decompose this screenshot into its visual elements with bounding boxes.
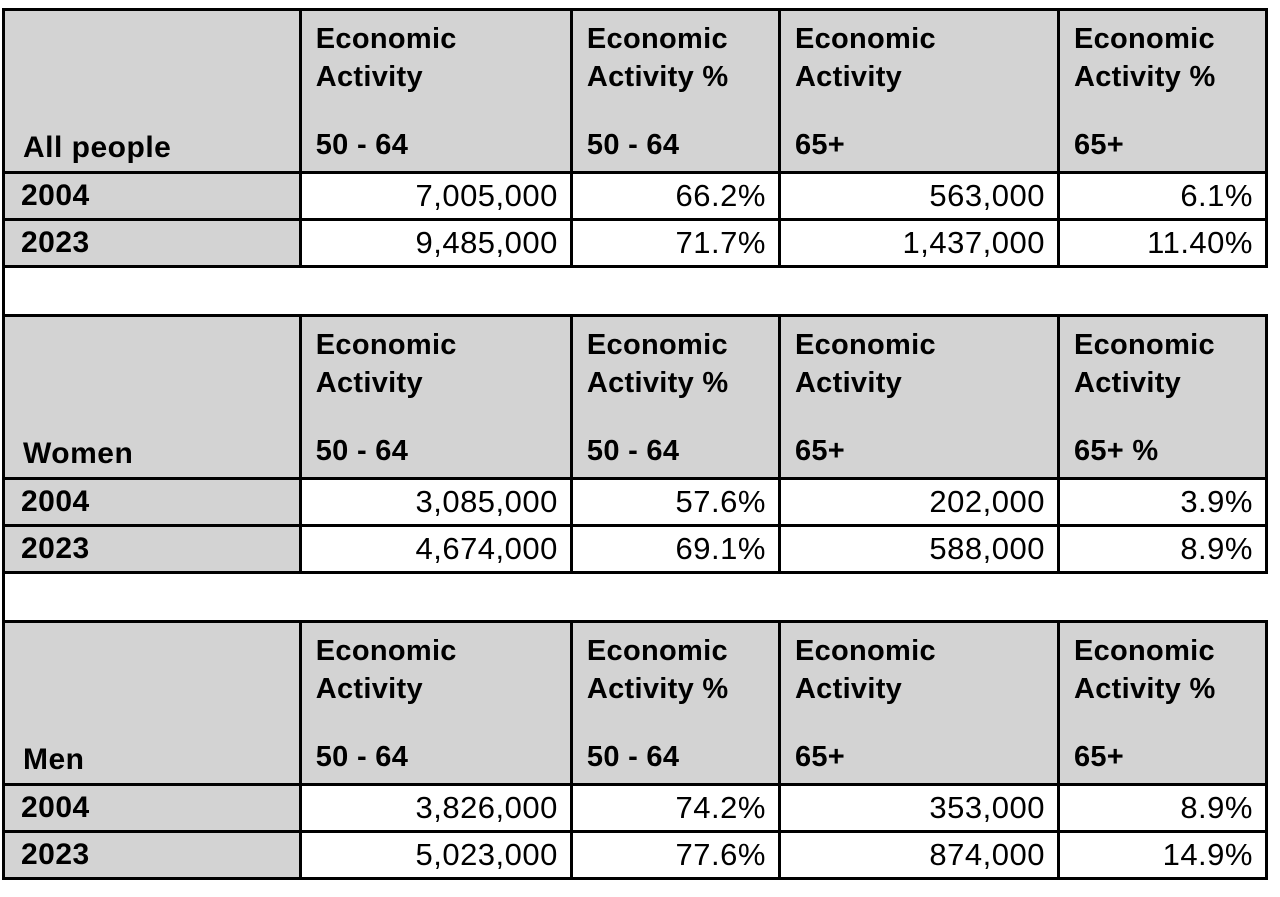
table-men: Men Economic Activity 50 - 64 Economic A… (2, 620, 1268, 880)
value-cell: 74.2% (572, 786, 778, 830)
column-age: 50 - 64 (586, 741, 680, 774)
header-cell-activity-pct-50-64: Economic Activity % 50 - 64 (572, 623, 778, 783)
column-age: 50 - 64 (315, 435, 409, 468)
column-title: Economic Activity (315, 23, 457, 93)
table-gap (2, 268, 6, 314)
column-title: Economic Activity % (1073, 635, 1216, 705)
value-cell: 3.9% (1059, 480, 1265, 524)
year-cell: 2004 (5, 174, 299, 218)
column-age: 65+ % (1073, 435, 1159, 468)
column-title: Economic Activity (794, 23, 936, 93)
column-age: 50 - 64 (315, 129, 409, 162)
column-age: 65+ (794, 435, 846, 468)
value-cell: 353,000 (780, 786, 1057, 830)
header-cell-activity-65plus: Economic Activity 65+ (780, 623, 1057, 783)
header-cell-activity-pct-50-64: Economic Activity % 50 - 64 (572, 11, 778, 171)
column-title: Economic Activity (1073, 329, 1215, 399)
header-cell-activity-65plus: Economic Activity 65+ (780, 317, 1057, 477)
value-cell: 57.6% (572, 480, 778, 524)
year-cell: 2023 (5, 221, 299, 265)
group-header-cell: Men (5, 623, 299, 783)
column-age: 50 - 64 (315, 741, 409, 774)
header-cell-activity-50-64: Economic Activity 50 - 64 (301, 11, 570, 171)
value-cell: 69.1% (572, 527, 778, 571)
column-title: Economic Activity % (586, 23, 729, 93)
column-title: Economic Activity (315, 635, 457, 705)
value-cell: 3,826,000 (301, 786, 570, 830)
value-cell: 202,000 (780, 480, 1057, 524)
value-cell: 6.1% (1059, 174, 1265, 218)
column-age: 65+ (794, 741, 846, 774)
column-age: 50 - 64 (586, 435, 680, 468)
group-label: Men (23, 743, 85, 776)
group-header-cell: All people (5, 11, 299, 171)
value-cell: 4,674,000 (301, 527, 570, 571)
header-cell-activity-pct-50-64: Economic Activity % 50 - 64 (572, 317, 778, 477)
group-label: All people (23, 131, 172, 164)
column-age: 50 - 64 (586, 129, 680, 162)
header-cell-activity-65plus: Economic Activity 65+ (780, 11, 1057, 171)
value-cell: 14.9% (1059, 833, 1265, 877)
header-cell-activity-50-64: Economic Activity 50 - 64 (301, 317, 570, 477)
group-label: Women (23, 437, 134, 470)
column-title: Economic Activity (794, 329, 936, 399)
header-cell-activity-pct-65plus: Economic Activity % 65+ (1059, 11, 1265, 171)
value-cell: 11.40% (1059, 221, 1265, 265)
column-title: Economic Activity % (1073, 23, 1216, 93)
year-cell: 2023 (5, 833, 299, 877)
column-age: 65+ (1073, 741, 1125, 774)
value-cell: 7,005,000 (301, 174, 570, 218)
value-cell: 66.2% (572, 174, 778, 218)
table-women: Women Economic Activity 50 - 64 Economic… (2, 314, 1268, 574)
column-title: Economic Activity (315, 329, 457, 399)
group-header-cell: Women (5, 317, 299, 477)
column-age: 65+ (1073, 129, 1125, 162)
header-cell-activity-50-64: Economic Activity 50 - 64 (301, 623, 570, 783)
value-cell: 874,000 (780, 833, 1057, 877)
value-cell: 3,085,000 (301, 480, 570, 524)
value-cell: 8.9% (1059, 786, 1265, 830)
value-cell: 77.6% (572, 833, 778, 877)
value-cell: 71.7% (572, 221, 778, 265)
value-cell: 563,000 (780, 174, 1057, 218)
value-cell: 5,023,000 (301, 833, 570, 877)
table-gap (2, 574, 6, 620)
column-age: 65+ (794, 129, 846, 162)
value-cell: 9,485,000 (301, 221, 570, 265)
value-cell: 1,437,000 (780, 221, 1057, 265)
header-cell-activity-pct-65plus: Economic Activity % 65+ (1059, 623, 1265, 783)
year-cell: 2023 (5, 527, 299, 571)
value-cell: 8.9% (1059, 527, 1265, 571)
value-cell: 588,000 (780, 527, 1057, 571)
column-title: Economic Activity % (586, 635, 729, 705)
column-title: Economic Activity % (586, 329, 729, 399)
year-cell: 2004 (5, 786, 299, 830)
table-all-people: All people Economic Activity 50 - 64 Eco… (2, 8, 1268, 268)
column-title: Economic Activity (794, 635, 936, 705)
year-cell: 2004 (5, 480, 299, 524)
header-cell-activity-65plus-pct: Economic Activity 65+ % (1059, 317, 1265, 477)
